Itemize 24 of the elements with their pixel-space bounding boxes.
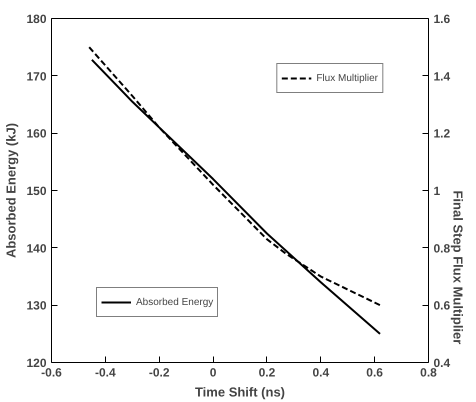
y2-tick-label: 1.2 <box>434 126 451 141</box>
y-tick-label: 170 <box>26 69 47 84</box>
y-tick-label: 130 <box>26 298 47 313</box>
y2-tick-label: 0.6 <box>434 298 451 313</box>
y2-tick-label: 1.4 <box>434 69 451 84</box>
legend-label: Absorbed Energy <box>136 296 214 308</box>
y2-tick-label: 1.6 <box>434 12 451 26</box>
y2-axis-title: Final Step Flux Multiplier <box>450 190 466 344</box>
x-tick-label: 0.6 <box>366 366 384 380</box>
x-axis-title: Time Shift (ns) <box>194 384 286 400</box>
x-tick-label: -0.2 <box>148 366 170 380</box>
y-tick-label: 160 <box>26 126 47 141</box>
y-tick-label: 180 <box>26 12 47 26</box>
x-tick-label: -0.4 <box>95 366 116 380</box>
y2-tick-label: 0.8 <box>434 241 451 256</box>
x-tick-label: 0 <box>210 366 217 380</box>
x-tick-label: 0.8 <box>420 366 438 380</box>
x-tick-label: 0.4 <box>312 366 330 380</box>
y-tick-label: 150 <box>26 184 47 198</box>
legend-label: Flux Multiplier <box>316 72 378 84</box>
y2-tick-label: 1 <box>434 184 440 198</box>
y-axis-title: Absorbed Energy (kJ) <box>3 122 18 258</box>
y-tick-label: 140 <box>26 241 47 256</box>
x-tick-label: 0.2 <box>258 366 276 380</box>
